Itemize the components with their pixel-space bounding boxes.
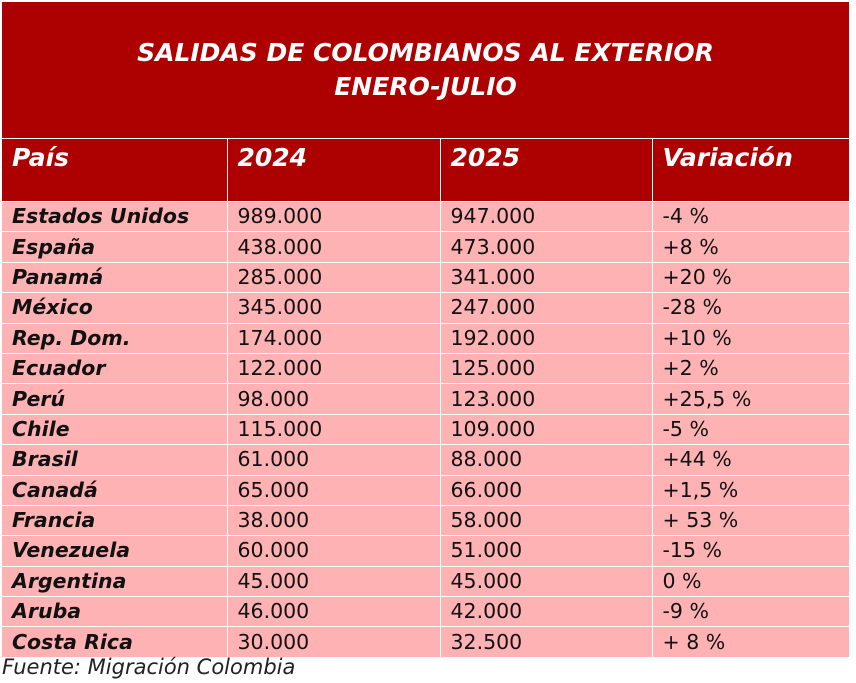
value-2024-cell: 98.000 <box>226 383 440 415</box>
header-country: País <box>2 138 227 202</box>
value-2024-cell: 285.000 <box>226 261 440 293</box>
variation-cell: +10 % <box>651 322 849 354</box>
country-cell: Ecuador <box>2 352 227 384</box>
country-cell: Rep. Dom. <box>2 322 227 354</box>
value-2024-cell: 65.000 <box>226 474 440 506</box>
value-2025-cell: 42.000 <box>439 596 652 627</box>
table-row: Ecuador 122.000 125.000 +2 % <box>2 352 849 384</box>
country-cell: España <box>2 231 227 263</box>
value-2024-cell: 60.000 <box>226 535 440 567</box>
value-2024-cell: 61.000 <box>226 444 440 476</box>
variation-cell: +44 % <box>651 444 849 476</box>
country-cell: Estados Unidos <box>2 200 227 232</box>
value-2025-cell: 123.000 <box>439 383 652 415</box>
value-2024-cell: 989.000 <box>226 200 440 232</box>
value-2025-cell: 473.000 <box>439 231 652 263</box>
table-row: Chile 115.000 109.000 -5 % <box>2 413 849 445</box>
table-row: Perú 98.000 123.000 +25,5 % <box>2 383 849 415</box>
table-row: Costa Rica 30.000 32.500 + 8 % <box>2 626 849 657</box>
header-row: País 2024 2025 Variación <box>2 138 849 202</box>
variation-cell: -28 % <box>651 292 849 324</box>
country-cell: México <box>2 292 227 324</box>
value-2024-cell: 438.000 <box>226 231 440 263</box>
value-2024-cell: 174.000 <box>226 322 440 354</box>
value-2024-cell: 45.000 <box>226 565 440 597</box>
value-2025-cell: 88.000 <box>439 444 652 476</box>
table-header: País 2024 2025 Variación <box>2 138 849 202</box>
value-2025-cell: 341.000 <box>439 261 652 293</box>
header-2025: 2025 <box>439 138 652 202</box>
value-2025-cell: 32.500 <box>439 626 652 657</box>
value-2024-cell: 345.000 <box>226 292 440 324</box>
header-2024: 2024 <box>226 138 440 202</box>
country-cell: Brasil <box>2 444 227 476</box>
table-row: Francia 38.000 58.000 + 53 % <box>2 504 849 536</box>
country-cell: Francia <box>2 504 227 536</box>
table-body: Estados Unidos 989.000 947.000 -4 % España 43… <box>2 200 849 657</box>
header-variation: Variación <box>651 138 849 202</box>
value-2025-cell: 247.000 <box>439 292 652 324</box>
table-row: Venezuela 60.000 51.000 -15 % <box>2 535 849 567</box>
variation-cell: -15 % <box>651 535 849 567</box>
table-row: España 438.000 473.000 +8 % <box>2 231 849 263</box>
value-2025-cell: 192.000 <box>439 322 652 354</box>
value-2025-cell: 66.000 <box>439 474 652 506</box>
variation-cell: -5 % <box>651 413 849 445</box>
variation-cell: +1,5 % <box>651 474 849 506</box>
table-row: Estados Unidos 989.000 947.000 -4 % <box>2 200 849 232</box>
value-2025-cell: 125.000 <box>439 352 652 384</box>
country-cell: Costa Rica <box>2 626 227 657</box>
country-cell: Panamá <box>2 261 227 293</box>
variation-cell: +20 % <box>651 261 849 293</box>
table-row: México 345.000 247.000 -28 % <box>2 292 849 324</box>
country-cell: Chile <box>2 413 227 445</box>
variation-cell: + 53 % <box>651 504 849 536</box>
table-row: Canadá 65.000 66.000 +1,5 % <box>2 474 849 506</box>
variation-cell: -4 % <box>651 200 849 232</box>
value-2024-cell: 115.000 <box>226 413 440 445</box>
table-row: Brasil 61.000 88.000 +44 % <box>2 444 849 476</box>
value-2025-cell: 947.000 <box>439 200 652 232</box>
title-line-2: ENERO-JULIO <box>334 72 517 101</box>
value-2024-cell: 38.000 <box>226 504 440 536</box>
value-2025-cell: 45.000 <box>439 565 652 597</box>
variation-cell: 0 % <box>651 565 849 597</box>
value-2024-cell: 122.000 <box>226 352 440 384</box>
table-row: Aruba 46.000 42.000 -9 % <box>2 596 849 627</box>
table-row: Rep. Dom. 174.000 192.000 +10 % <box>2 322 849 354</box>
table-row: Argentina 45.000 45.000 0 % <box>2 565 849 597</box>
value-2025-cell: 58.000 <box>439 504 652 536</box>
source-note: Fuente: Migración Colombia <box>2 655 296 679</box>
value-2024-cell: 30.000 <box>226 626 440 657</box>
country-cell: Aruba <box>2 596 227 627</box>
variation-cell: + 8 % <box>651 626 849 657</box>
variation-cell: +8 % <box>651 231 849 263</box>
value-2024-cell: 46.000 <box>226 596 440 627</box>
table-row: Panamá 285.000 341.000 +20 % <box>2 261 849 293</box>
country-cell: Argentina <box>2 565 227 597</box>
variation-cell: +25,5 % <box>651 383 849 415</box>
value-2025-cell: 109.000 <box>439 413 652 445</box>
table-title: SALIDAS DE COLOMBIANOS AL EXTERIOR ENERO… <box>2 2 849 138</box>
value-2025-cell: 51.000 <box>439 535 652 567</box>
departures-table: País 2024 2025 Variación Estados Unidos 9… <box>2 138 849 657</box>
title-line-1: SALIDAS DE COLOMBIANOS AL EXTERIOR <box>137 38 714 67</box>
variation-cell: -9 % <box>651 596 849 627</box>
country-cell: Venezuela <box>2 535 227 567</box>
country-cell: Perú <box>2 383 227 415</box>
country-cell: Canadá <box>2 474 227 506</box>
variation-cell: +2 % <box>651 352 849 384</box>
